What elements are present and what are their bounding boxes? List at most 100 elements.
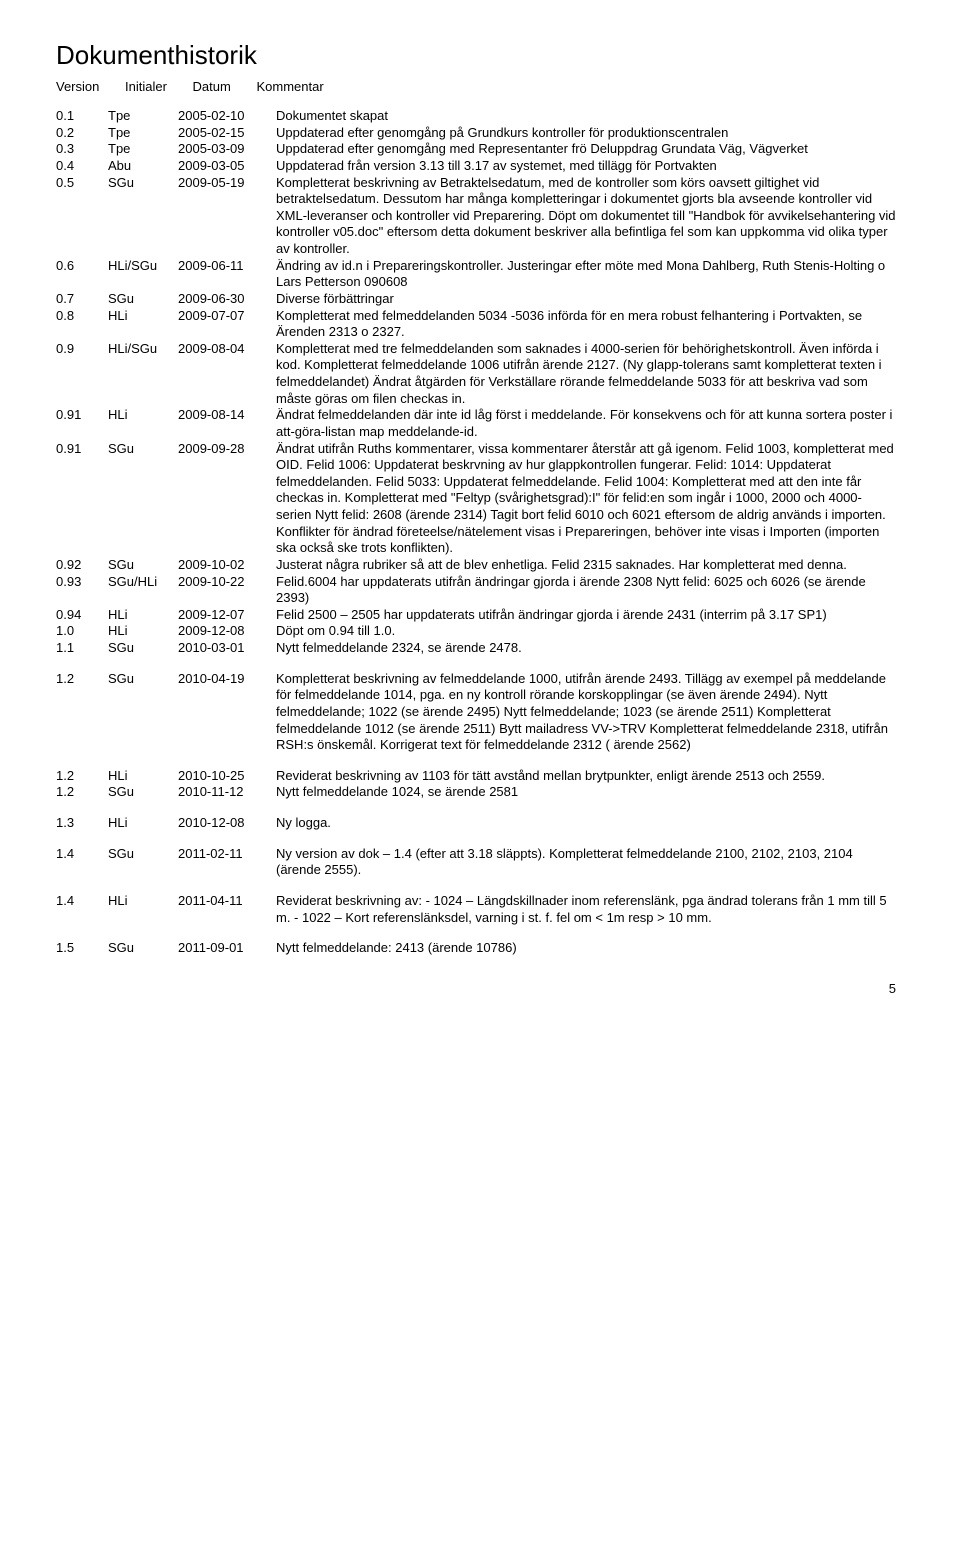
table-row: 0.7SGu2009-06-30Diverse förbättringar <box>56 291 904 308</box>
table-row: 1.4HLi2011-04-11Reviderat beskrivning av… <box>56 893 904 926</box>
cell-version: 1.2 <box>56 671 108 754</box>
cell-date: 2011-04-11 <box>178 893 276 926</box>
column-headers: Version Initialer Datum Kommentar <box>56 79 904 94</box>
cell-date: 2010-10-25 <box>178 768 276 785</box>
cell-comment: Uppdaterad efter genomgång på Grundkurs … <box>276 125 904 142</box>
col-version: Version <box>56 79 99 94</box>
page-title: Dokumenthistorik <box>56 40 904 71</box>
table-row: 0.1Tpe2005-02-10Dokumentet skapat <box>56 108 904 125</box>
cell-comment: Ändring av id.n i Prepareringskontroller… <box>276 258 904 291</box>
cell-date: 2009-06-30 <box>178 291 276 308</box>
cell-initials: SGu <box>108 940 178 957</box>
cell-comment: Felid 2500 – 2505 har uppdaterats utifrå… <box>276 607 904 624</box>
table-row: 1.0HLi2009-12-08Döpt om 0.94 till 1.0. <box>56 623 904 640</box>
cell-version: 0.5 <box>56 175 108 258</box>
table-row <box>56 926 904 940</box>
cell-version: 1.4 <box>56 893 108 926</box>
cell-version: 0.4 <box>56 158 108 175</box>
col-initials: Initialer <box>125 79 167 94</box>
cell-version: 1.4 <box>56 846 108 879</box>
cell-version: 0.1 <box>56 108 108 125</box>
cell-version: 0.3 <box>56 141 108 158</box>
cell-version: 0.91 <box>56 407 108 440</box>
cell-comment: Nytt felmeddelande 2324, se ärende 2478. <box>276 640 904 657</box>
cell-comment: Dokumentet skapat <box>276 108 904 125</box>
cell-comment: Ändrat utifrån Ruths kommentarer, vissa … <box>276 441 904 557</box>
cell-comment: Ny version av dok – 1.4 (efter att 3.18 … <box>276 846 904 879</box>
table-row: 0.94HLi2009-12-07Felid 2500 – 2505 har u… <box>56 607 904 624</box>
cell-date: 2005-02-15 <box>178 125 276 142</box>
cell-date: 2009-12-07 <box>178 607 276 624</box>
cell-comment: Kompletterat med felmeddelanden 5034 -50… <box>276 308 904 341</box>
cell-version: 0.2 <box>56 125 108 142</box>
row-gap <box>56 832 904 846</box>
cell-initials: SGu <box>108 175 178 258</box>
cell-comment: Kompletterat med tre felmeddelanden som … <box>276 341 904 408</box>
cell-version: 1.0 <box>56 623 108 640</box>
row-gap <box>56 879 904 893</box>
table-row: 0.2Tpe2005-02-15Uppdaterad efter genomgå… <box>56 125 904 142</box>
cell-initials: HLi <box>108 407 178 440</box>
cell-date: 2011-02-11 <box>178 846 276 879</box>
cell-date: 2011-09-01 <box>178 940 276 957</box>
page-number: 5 <box>56 981 904 996</box>
cell-initials: HLi <box>108 623 178 640</box>
cell-initials: Tpe <box>108 125 178 142</box>
cell-comment: Nytt felmeddelande: 2413 (ärende 10786) <box>276 940 904 957</box>
cell-initials: HLi <box>108 893 178 926</box>
cell-version: 0.92 <box>56 557 108 574</box>
col-comment: Kommentar <box>256 79 323 94</box>
cell-initials: HLi <box>108 768 178 785</box>
table-row <box>56 657 904 671</box>
cell-initials: HLi/SGu <box>108 341 178 408</box>
cell-version: 0.8 <box>56 308 108 341</box>
cell-date: 2009-03-05 <box>178 158 276 175</box>
cell-comment: Justerat några rubriker så att de blev e… <box>276 557 904 574</box>
col-date: Datum <box>193 79 231 94</box>
cell-initials: Abu <box>108 158 178 175</box>
cell-version: 1.3 <box>56 815 108 832</box>
cell-date: 2010-12-08 <box>178 815 276 832</box>
cell-comment: Ändrat felmeddelanden där inte id låg fö… <box>276 407 904 440</box>
cell-comment: Döpt om 0.94 till 1.0. <box>276 623 904 640</box>
row-gap <box>56 926 904 940</box>
cell-date: 2009-08-14 <box>178 407 276 440</box>
table-row <box>56 754 904 768</box>
cell-date: 2009-08-04 <box>178 341 276 408</box>
table-row: 0.3Tpe2005-03-09Uppdaterad efter genomgå… <box>56 141 904 158</box>
table-row: 0.91HLi2009-08-14Ändrat felmeddelanden d… <box>56 407 904 440</box>
cell-date: 2010-11-12 <box>178 784 276 801</box>
cell-version: 0.6 <box>56 258 108 291</box>
cell-date: 2009-09-28 <box>178 441 276 557</box>
cell-date: 2009-06-11 <box>178 258 276 291</box>
table-row <box>56 832 904 846</box>
cell-initials: SGu <box>108 846 178 879</box>
table-row: 1.3HLi2010-12-08Ny logga. <box>56 815 904 832</box>
cell-date: 2009-12-08 <box>178 623 276 640</box>
table-row: 1.4SGu2011-02-11Ny version av dok – 1.4 … <box>56 846 904 879</box>
cell-comment: Reviderat beskrivning av 1103 för tätt a… <box>276 768 904 785</box>
cell-initials: SGu <box>108 640 178 657</box>
cell-comment: Ny logga. <box>276 815 904 832</box>
row-gap <box>56 657 904 671</box>
cell-date: 2010-03-01 <box>178 640 276 657</box>
cell-version: 0.91 <box>56 441 108 557</box>
cell-initials: SGu/HLi <box>108 574 178 607</box>
table-row <box>56 801 904 815</box>
cell-version: 1.5 <box>56 940 108 957</box>
cell-initials: HLi/SGu <box>108 258 178 291</box>
table-row: 1.5SGu2011-09-01Nytt felmeddelande: 2413… <box>56 940 904 957</box>
cell-date: 2010-04-19 <box>178 671 276 754</box>
cell-initials: HLi <box>108 607 178 624</box>
table-row <box>56 879 904 893</box>
document-page: Dokumenthistorik Version Initialer Datum… <box>0 0 960 1036</box>
cell-initials: SGu <box>108 291 178 308</box>
cell-date: 2005-02-10 <box>178 108 276 125</box>
cell-version: 0.7 <box>56 291 108 308</box>
cell-comment: Uppdaterad från version 3.13 till 3.17 a… <box>276 158 904 175</box>
cell-date: 2009-10-22 <box>178 574 276 607</box>
table-row: 0.6HLi/SGu2009-06-11Ändring av id.n i Pr… <box>56 258 904 291</box>
table-row: 0.93SGu/HLi2009-10-22Felid.6004 har uppd… <box>56 574 904 607</box>
table-row: 0.9HLi/SGu2009-08-04Kompletterat med tre… <box>56 341 904 408</box>
cell-comment: Diverse förbättringar <box>276 291 904 308</box>
